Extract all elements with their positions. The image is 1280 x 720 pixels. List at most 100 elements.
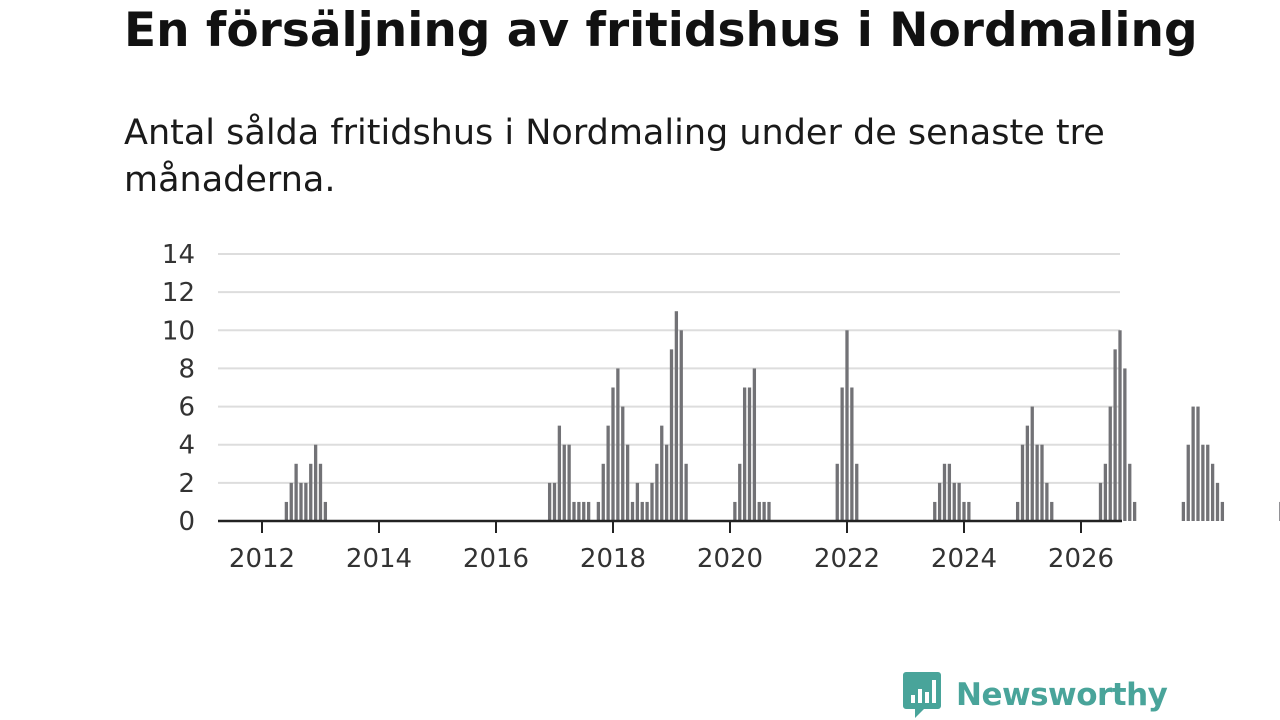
bar (304, 482, 308, 521)
bar (552, 482, 557, 521)
newsworthy-logo-icon (903, 672, 941, 718)
bar (635, 482, 640, 521)
bar (611, 387, 615, 521)
bar (679, 330, 683, 521)
x-tick-label: 2014 (346, 544, 412, 574)
bar (1035, 444, 1039, 521)
bar (835, 463, 839, 521)
bar (840, 387, 844, 521)
bar (850, 387, 854, 521)
bar (586, 501, 591, 521)
bar (952, 482, 956, 521)
bar (625, 444, 630, 521)
brand-logo: Newsworthy (902, 670, 1168, 720)
x-tick-label: 2020 (697, 544, 763, 574)
bar (733, 501, 737, 521)
bar (1118, 330, 1122, 521)
bar (640, 501, 644, 521)
bar (294, 463, 298, 521)
bar (1020, 444, 1025, 521)
x-tick-label: 2018 (580, 544, 646, 574)
x-tick-label: 2022 (814, 544, 880, 574)
bar (547, 482, 552, 521)
bar (1220, 501, 1225, 521)
bar (1210, 463, 1215, 521)
chart-title: En försäljning av fritidshus i Nordmalin… (124, 3, 1198, 58)
bar (942, 463, 947, 521)
bar (752, 368, 757, 521)
x-axis: 2012 2014 2016 2018 2020 2022 2024 2026 (218, 519, 1122, 574)
x-tick-label: 2016 (463, 544, 529, 574)
bar (664, 444, 669, 521)
bar (601, 463, 605, 521)
x-tick-label: 2012 (229, 544, 295, 574)
bar (757, 501, 761, 521)
bar (1098, 482, 1103, 521)
bar (582, 501, 586, 521)
bar (845, 330, 849, 521)
bar (313, 444, 318, 521)
bar (577, 501, 581, 521)
bar (1186, 444, 1190, 521)
bar (567, 444, 571, 521)
bar (1015, 501, 1020, 521)
bar (1191, 406, 1195, 521)
bar (762, 501, 766, 521)
bar (1045, 482, 1049, 521)
gridlines (218, 253, 1120, 484)
bar (674, 311, 679, 521)
bar (1050, 501, 1054, 521)
bar (309, 463, 313, 521)
bar (957, 482, 961, 521)
bar (596, 501, 601, 521)
bar (650, 482, 654, 521)
bar (669, 349, 674, 521)
bars (284, 311, 1280, 521)
y-tick-label: 0 (178, 507, 195, 537)
y-tick-label: 2 (178, 469, 195, 499)
bar (1040, 444, 1044, 521)
bar (1215, 482, 1220, 521)
x-tick-label: 2026 (1048, 544, 1114, 574)
bar (284, 501, 289, 521)
bar (947, 463, 952, 521)
bar (1181, 501, 1186, 521)
bar (967, 501, 971, 521)
bar (1206, 444, 1210, 521)
bar (1025, 425, 1030, 521)
bar (299, 482, 303, 521)
bar-chart: 0 2 4 6 8 10 12 14 2012 2014 2016 2018 2020 2022 2024… (162, 240, 1280, 574)
y-tick-label: 4 (178, 431, 195, 461)
bar (1201, 444, 1205, 521)
bar (557, 425, 562, 521)
bar (855, 463, 859, 521)
bar (747, 387, 752, 521)
bar (684, 463, 688, 521)
bar (655, 463, 659, 521)
bar (289, 482, 293, 521)
bar (606, 425, 610, 521)
chart-subtitle: Antal sålda fritidshus i Nordmaling unde… (124, 113, 1105, 200)
bar (645, 501, 649, 521)
bar (767, 501, 771, 521)
y-tick-label: 8 (178, 354, 195, 384)
bar (616, 368, 620, 521)
y-tick-label: 6 (178, 393, 195, 423)
bar (562, 444, 566, 521)
bar (1108, 406, 1112, 521)
x-tick-label: 2024 (931, 544, 997, 574)
bar (1128, 463, 1132, 521)
bar (1113, 349, 1117, 521)
bar (742, 387, 747, 521)
bar (630, 501, 635, 521)
bar (1123, 368, 1127, 521)
y-tick-label: 12 (162, 278, 195, 308)
bar (323, 501, 328, 521)
bar (962, 501, 966, 521)
bar (1132, 501, 1137, 521)
bar (1196, 406, 1200, 521)
bar (318, 463, 323, 521)
bar (738, 463, 742, 521)
brand-name: Newsworthy (956, 677, 1168, 713)
y-tick-label: 10 (162, 316, 195, 346)
